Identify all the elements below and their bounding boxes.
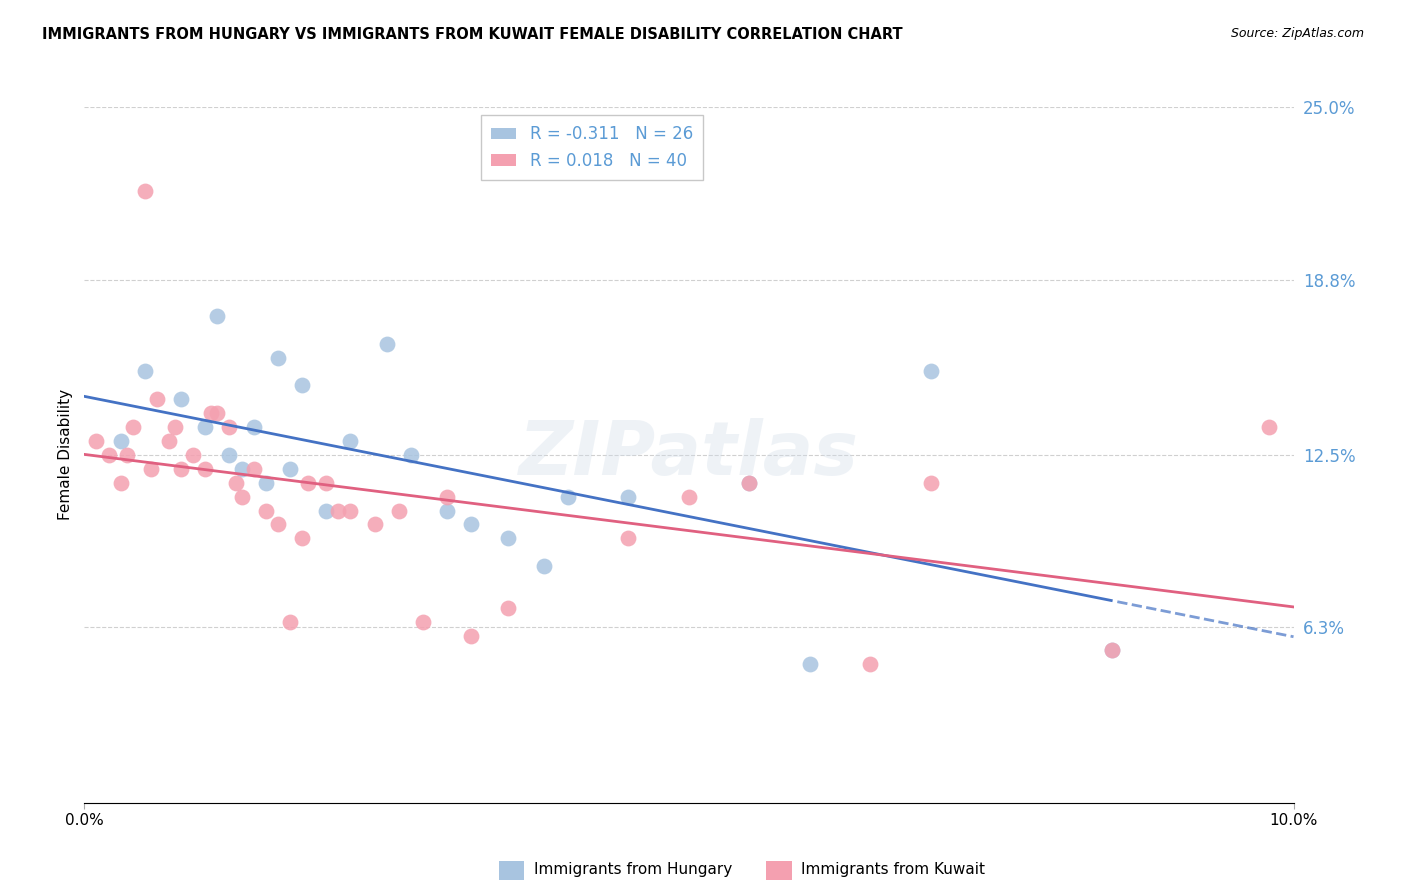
Point — [242, 462, 264, 476]
Point — [799, 657, 821, 671]
Point — [460, 629, 482, 643]
Point — [231, 490, 253, 504]
Point — [920, 364, 942, 378]
Point — [1101, 642, 1123, 657]
Point — [375, 336, 398, 351]
Point — [278, 462, 301, 476]
Point — [399, 448, 422, 462]
Point — [225, 475, 247, 490]
Point — [242, 420, 264, 434]
Text: Immigrants from Kuwait: Immigrants from Kuwait — [801, 863, 986, 877]
Point — [920, 475, 942, 490]
Point — [315, 503, 337, 517]
Point — [231, 462, 253, 476]
Point — [121, 420, 143, 434]
Point — [496, 601, 519, 615]
Point — [146, 392, 169, 407]
Point — [165, 420, 187, 434]
Point — [218, 448, 240, 462]
Point — [170, 392, 193, 407]
Point — [157, 434, 180, 448]
Point — [339, 434, 361, 448]
Point — [339, 503, 361, 517]
Point — [194, 462, 217, 476]
Point — [557, 490, 579, 504]
Point — [139, 462, 162, 476]
Point — [267, 517, 290, 532]
Point — [315, 475, 337, 490]
Point — [134, 364, 156, 378]
Point — [436, 490, 458, 504]
Point — [1258, 420, 1281, 434]
Point — [207, 406, 229, 420]
Point — [134, 184, 156, 198]
Y-axis label: Female Disability: Female Disability — [58, 389, 73, 521]
Point — [363, 517, 385, 532]
Point — [86, 434, 108, 448]
Point — [678, 490, 700, 504]
Point — [278, 615, 301, 629]
Text: IMMIGRANTS FROM HUNGARY VS IMMIGRANTS FROM KUWAIT FEMALE DISABILITY CORRELATION : IMMIGRANTS FROM HUNGARY VS IMMIGRANTS FR… — [42, 27, 903, 42]
Point — [436, 503, 458, 517]
Point — [388, 503, 411, 517]
Point — [207, 309, 229, 323]
Text: Source: ZipAtlas.com: Source: ZipAtlas.com — [1230, 27, 1364, 40]
Point — [218, 420, 240, 434]
Point — [738, 475, 761, 490]
Point — [533, 559, 555, 574]
Text: Immigrants from Hungary: Immigrants from Hungary — [534, 863, 733, 877]
Text: ZIPatlas: ZIPatlas — [519, 418, 859, 491]
Point — [291, 378, 314, 392]
Legend: R = -0.311   N = 26, R = 0.018   N = 40: R = -0.311 N = 26, R = 0.018 N = 40 — [481, 115, 703, 179]
Point — [194, 420, 217, 434]
Point — [200, 406, 222, 420]
Point — [115, 448, 138, 462]
Point — [170, 462, 193, 476]
Point — [97, 448, 120, 462]
Point — [110, 475, 132, 490]
Point — [496, 532, 519, 546]
Point — [181, 448, 204, 462]
Point — [254, 503, 277, 517]
Point — [617, 532, 640, 546]
Point — [328, 503, 350, 517]
Point — [859, 657, 882, 671]
Point — [254, 475, 277, 490]
Point — [1101, 642, 1123, 657]
Point — [297, 475, 319, 490]
Point — [267, 351, 290, 365]
Point — [617, 490, 640, 504]
Point — [738, 475, 761, 490]
Point — [460, 517, 482, 532]
Point — [110, 434, 132, 448]
Point — [412, 615, 434, 629]
Point — [291, 532, 314, 546]
